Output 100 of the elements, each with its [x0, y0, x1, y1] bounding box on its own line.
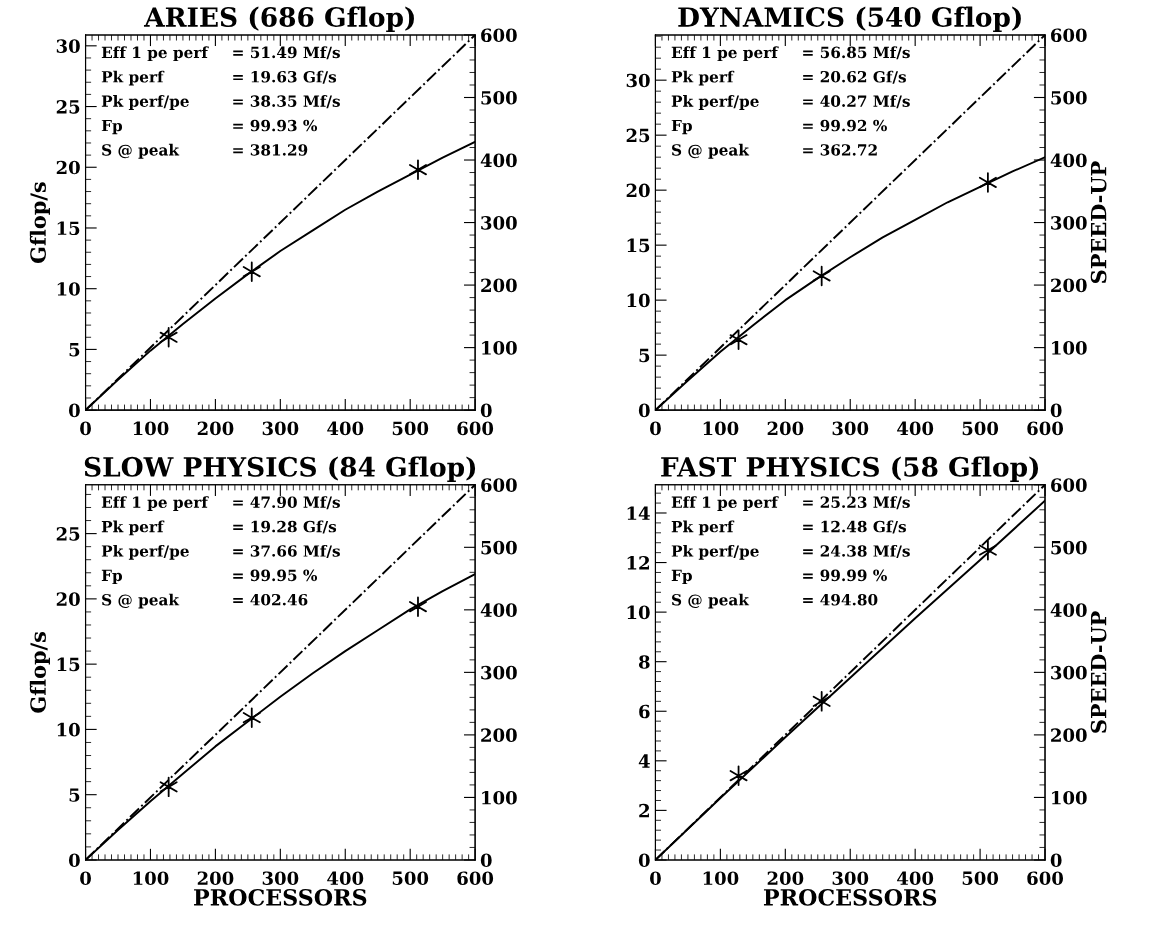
y2-tick-label: 600 — [1051, 28, 1087, 43]
x-tick-label: 100 — [703, 871, 739, 886]
x-tick-label: 0 — [650, 421, 661, 436]
y2-axis-title: SPEED-UP — [1090, 161, 1107, 283]
y-tick-label: 6 — [639, 704, 650, 719]
point — [812, 691, 831, 712]
y-tick-label: 10 — [627, 605, 650, 620]
y2-axis-title: SPEED-UP — [1090, 611, 1107, 733]
x-tick-label: 300 — [832, 421, 869, 436]
x-tick-label: 400 — [897, 421, 934, 436]
y2-tick-label: 300 — [1051, 216, 1087, 230]
text: Fp = 99.99 % — [671, 569, 887, 585]
text: S @ peak = 494.80 — [672, 593, 878, 609]
x-axis-title: PROCESSORS — [763, 888, 937, 906]
chart-title: ARIES (686 Gflop) — [143, 6, 414, 33]
y-tick-label: 20 — [56, 160, 80, 175]
y-tick-label: 12 — [627, 556, 649, 570]
text: Eff 1 pe perf = 56.85 Mf/s — [671, 46, 910, 62]
text: Eff 1 pe perf = 25.23 Mf/s — [671, 496, 910, 511]
y-tick-label: 0 — [638, 853, 650, 868]
x-tick-label: 300 — [262, 871, 299, 886]
y2-tick-label: 200 — [481, 278, 517, 293]
text: Eff 1 pe perf = 51.49 Mf/s — [101, 46, 340, 62]
chart-title: FAST PHYSICS (58 Gflop) — [661, 456, 1039, 482]
y2-tick-label: 200 — [1051, 728, 1087, 743]
y2-tick-label: 500 — [1051, 540, 1087, 555]
x-tick-label: 600 — [457, 871, 494, 886]
x-tick-label: 400 — [327, 421, 364, 436]
x-tick-label: 100 — [133, 871, 169, 886]
x-tick-label: 300 — [832, 871, 869, 886]
text: Pk perf = 20.62 Gf/s — [671, 70, 906, 86]
x-tick-label: 200 — [197, 871, 234, 886]
y2-tick-label: 400 — [1050, 603, 1087, 617]
y2-tick-label: 0 — [480, 403, 492, 418]
y2-tick-label: 200 — [481, 728, 517, 743]
point — [159, 327, 178, 348]
x-tick-label: 0 — [80, 871, 91, 886]
y2-tick-label: 500 — [481, 540, 517, 555]
y2-tick-label: 100 — [1052, 790, 1087, 805]
y-tick-label: 20 — [56, 592, 80, 606]
y-tick-label: 10 — [627, 293, 650, 308]
x-axis-title: PROCESSORS — [194, 888, 367, 906]
x-tick-label: 400 — [327, 871, 364, 886]
y2-tick-label: 300 — [481, 665, 517, 680]
x-tick-label: 0 — [650, 871, 661, 886]
y2-tick-label: 100 — [1052, 341, 1087, 355]
y2-tick-label: 600 — [481, 478, 517, 492]
y-tick-label: 15 — [57, 657, 80, 672]
x-tick-label: 500 — [962, 421, 999, 436]
x-tick-label: 500 — [392, 871, 429, 886]
text: Fp = 99.93 % — [101, 119, 318, 135]
x-tick-label: 600 — [457, 421, 494, 436]
y2-tick-label: 600 — [1051, 478, 1087, 492]
x-tick-label: 600 — [1027, 871, 1064, 886]
y-tick-label: 20 — [626, 183, 650, 198]
y2-tick-label: 0 — [480, 853, 492, 868]
y-axis-title: Gflop/s — [29, 182, 50, 263]
y2-tick-label: 400 — [1050, 153, 1087, 168]
y-tick-label: 2 — [639, 803, 649, 818]
y2-tick-label: 600 — [481, 28, 517, 43]
y2-tick-label: 300 — [481, 216, 517, 230]
y-tick-label: 14 — [627, 506, 650, 520]
x-tick-label: 200 — [197, 421, 234, 436]
y2-tick-label: 300 — [1051, 665, 1087, 680]
text: Pk perf/pe = 24.38 Mf/s — [671, 544, 910, 560]
y-tick-label: 4 — [638, 754, 650, 768]
y-tick-label: 25 — [56, 100, 80, 114]
y2-tick-label: 100 — [482, 341, 517, 355]
text: Pk perf = 19.28 Gf/s — [101, 520, 337, 536]
point — [978, 539, 997, 561]
x-tick-label: 100 — [703, 421, 739, 436]
chart-title: SLOW PHYSICS (84 Gflop) — [84, 456, 476, 482]
x-tick-label: 0 — [80, 421, 91, 436]
y-tick-label: 10 — [57, 722, 80, 737]
text: Pk perf = 12.48 Gf/s — [671, 520, 906, 536]
y-tick-label: 10 — [57, 282, 80, 296]
text: Pk perf = 19.63 Gf/s — [101, 70, 337, 86]
x-tick-label: 500 — [962, 871, 999, 886]
y2-tick-label: 0 — [1050, 853, 1062, 868]
x-tick-label: 600 — [1027, 421, 1064, 436]
point — [812, 265, 831, 287]
y-tick-label: 0 — [68, 403, 80, 418]
y-tick-label: 25 — [626, 128, 650, 143]
y-tick-label: 5 — [639, 348, 650, 363]
y-axis-title: Gflop/s — [29, 631, 50, 713]
y-tick-label: 0 — [638, 403, 650, 418]
text: Fp = 99.95 % — [101, 569, 318, 585]
point — [242, 261, 261, 282]
y2-tick-label: 500 — [481, 90, 517, 105]
x-tick-label: 200 — [767, 871, 804, 886]
y-tick-label: 30 — [626, 73, 650, 88]
point — [978, 172, 997, 193]
y-tick-label: 5 — [69, 343, 80, 357]
x-tick-label: 100 — [133, 421, 169, 436]
y-tick-label: 5 — [69, 788, 80, 802]
text: Eff 1 pe perf = 47.90 Mf/s — [101, 496, 340, 511]
y2-tick-label: 400 — [480, 153, 517, 168]
point — [409, 159, 427, 180]
text: S @ peak = 402.46 — [102, 593, 308, 609]
text: Pk perf/pe = 38.35 Mf/s — [101, 95, 340, 110]
